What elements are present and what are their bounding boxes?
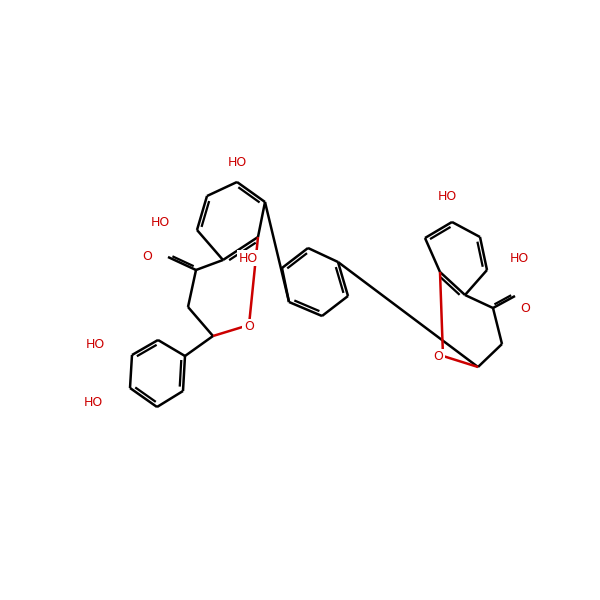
Text: HO: HO [239,251,258,265]
Text: O: O [433,350,443,364]
Text: HO: HO [510,251,529,265]
Text: HO: HO [86,338,105,352]
Text: O: O [142,250,152,263]
Text: HO: HO [227,155,247,169]
Text: O: O [520,301,530,314]
Text: HO: HO [437,190,457,202]
Text: HO: HO [84,397,103,409]
Text: HO: HO [151,217,170,229]
Text: O: O [244,320,254,334]
